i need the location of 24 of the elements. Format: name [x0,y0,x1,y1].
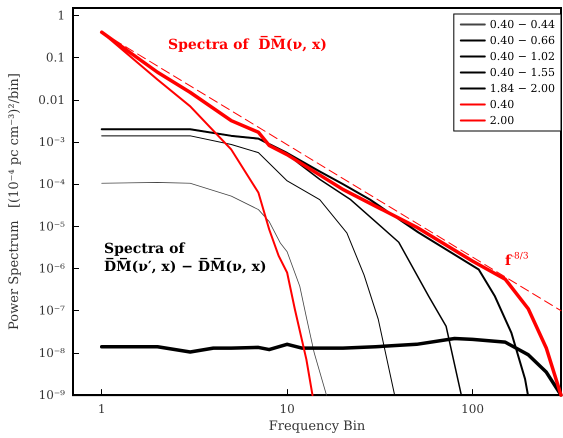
y-axis-title: Power Spectrum [(10⁻⁴ pc cm⁻³)²/bin] [7,73,22,330]
annotation: Spectra of D̅M̅(ν, x) [168,35,327,53]
y-tick-label: 0.01 [38,92,65,107]
x-tick-label: 100 [461,402,484,416]
legend-label: 1.84 − 2.00 [490,82,556,95]
annotation: Spectra of D̅M̅(ν′, x) − D̅M̅(ν, x) [104,241,267,275]
legend-label: 0.40 − 1.02 [490,50,556,63]
y-tick-label: 10⁻⁹ [38,388,66,402]
legend-label: 0.40 − 1.55 [490,66,556,79]
y-tick-label: 10⁻⁸ [38,346,66,360]
y-tick-label: 0.1 [46,50,65,65]
y-tick-label: 10⁻⁵ [38,219,66,234]
legend-label: 2.00 [490,114,514,127]
legend-label: 0.40 − 0.66 [490,34,556,47]
y-tick-label: 10⁻⁷ [38,304,66,318]
legend-label: 0.40 [490,98,514,111]
y-tick-label: 1 [57,8,65,22]
x-tick-label: 10 [279,402,295,416]
y-tick-label: 10⁻³ [38,134,66,149]
y-tick-label: 10⁻⁴ [38,177,66,192]
y-tick-label: 10⁻⁶ [38,262,66,276]
legend-label: 0.40 − 0.44 [490,18,556,31]
x-axis-title: Frequency Bin [268,419,366,434]
x-tick-label: 1 [98,402,106,416]
